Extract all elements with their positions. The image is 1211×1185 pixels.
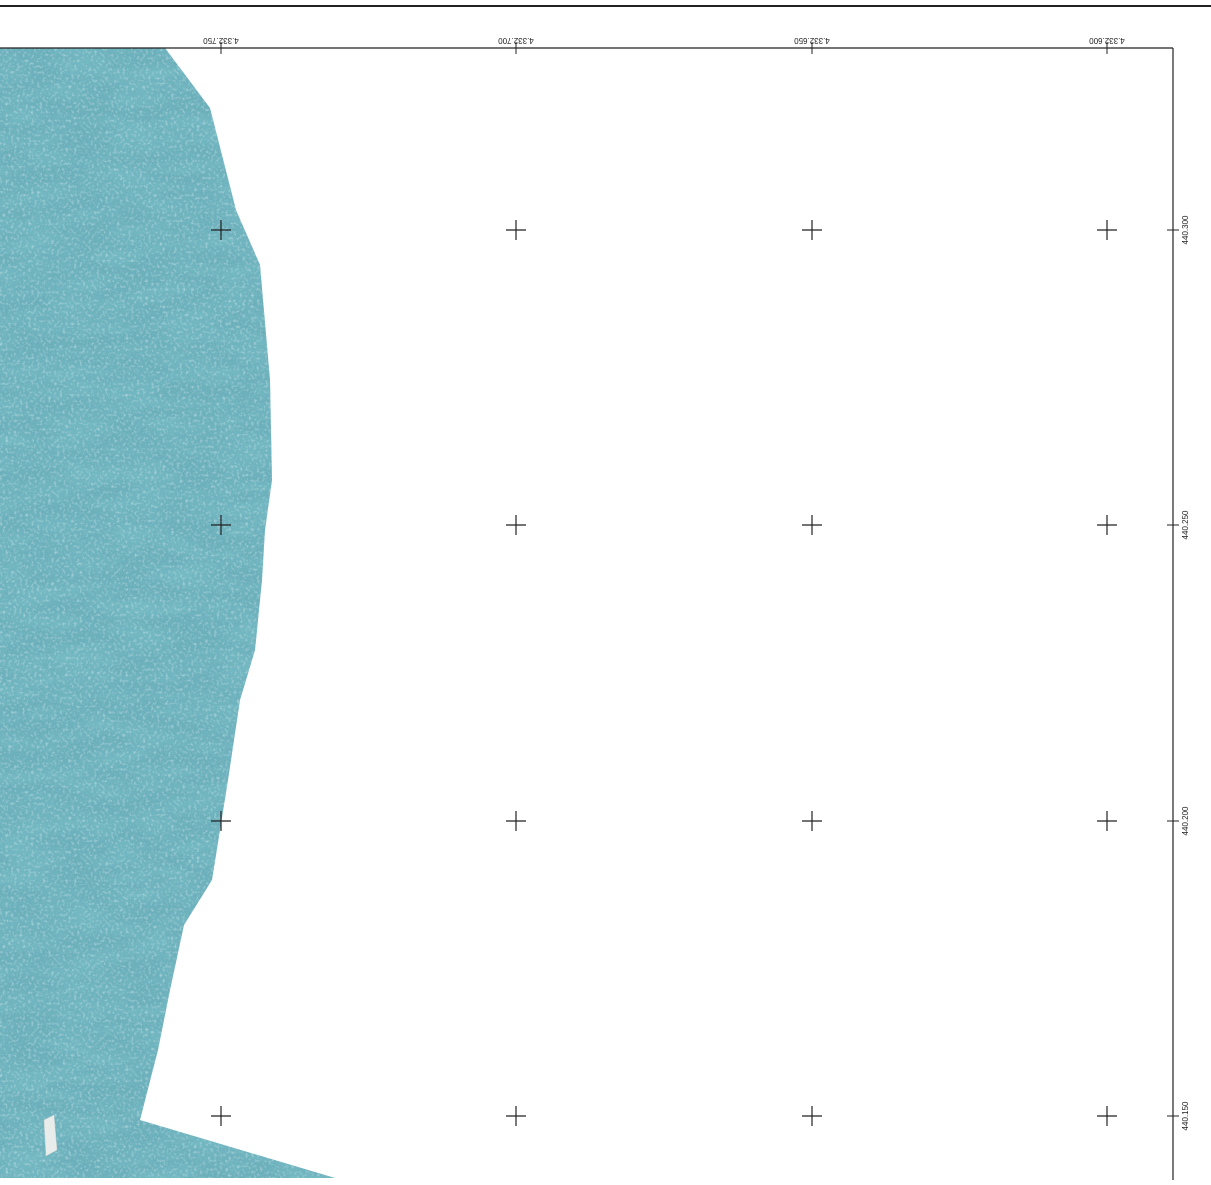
top-tick-label: 4.332.600 [1089, 36, 1125, 45]
grid-cross-icon [802, 220, 822, 240]
grid-cross-icon [802, 515, 822, 535]
grid-cross-icon [506, 515, 526, 535]
top-axis: 4.332.750 4.332.700 4.332.650 4.332.600 [203, 36, 1125, 54]
right-tick: 440.250 [1167, 510, 1190, 539]
top-tick-label: 4.332.700 [498, 36, 534, 45]
grid-cross-icon [506, 220, 526, 240]
grid-cross-icon [1097, 220, 1117, 240]
right-tick-label: 440.300 [1181, 215, 1190, 244]
grid-cross-icon [802, 811, 822, 831]
top-tick: 4.332.700 [498, 36, 534, 54]
right-tick-label: 440.200 [1181, 806, 1190, 835]
right-tick-label: 440.150 [1181, 1101, 1190, 1130]
grid-cross-icon [1097, 1106, 1117, 1126]
right-tick-label: 440.250 [1181, 510, 1190, 539]
right-tick: 440.300 [1167, 215, 1190, 244]
grid-cross-icon [211, 811, 231, 831]
boat-icon [43, 1114, 58, 1157]
right-tick: 440.150 [1167, 1101, 1190, 1130]
water-imagery [0, 48, 335, 1178]
grid-cross-icon [211, 220, 231, 240]
top-tick-label: 4.332.750 [203, 36, 239, 45]
grid-cross-icon [802, 1106, 822, 1126]
top-tick: 4.332.600 [1089, 36, 1125, 54]
top-tick-label: 4.332.650 [794, 36, 830, 45]
grid-cross-icon [211, 1106, 231, 1126]
grid-cross-icon [1097, 515, 1117, 535]
top-tick: 4.332.650 [794, 36, 830, 54]
top-tick: 4.332.750 [203, 36, 239, 54]
grid-cross-icon [506, 1106, 526, 1126]
grid-cross-icon [506, 811, 526, 831]
grid-crosses [211, 220, 1117, 1126]
right-axis: 440.300 440.250 440.200 440.150 [1167, 215, 1190, 1130]
grid-cross-icon [211, 515, 231, 535]
map-frame [0, 47, 1174, 1180]
right-tick: 440.200 [1167, 806, 1190, 835]
grid-cross-icon [1097, 811, 1117, 831]
